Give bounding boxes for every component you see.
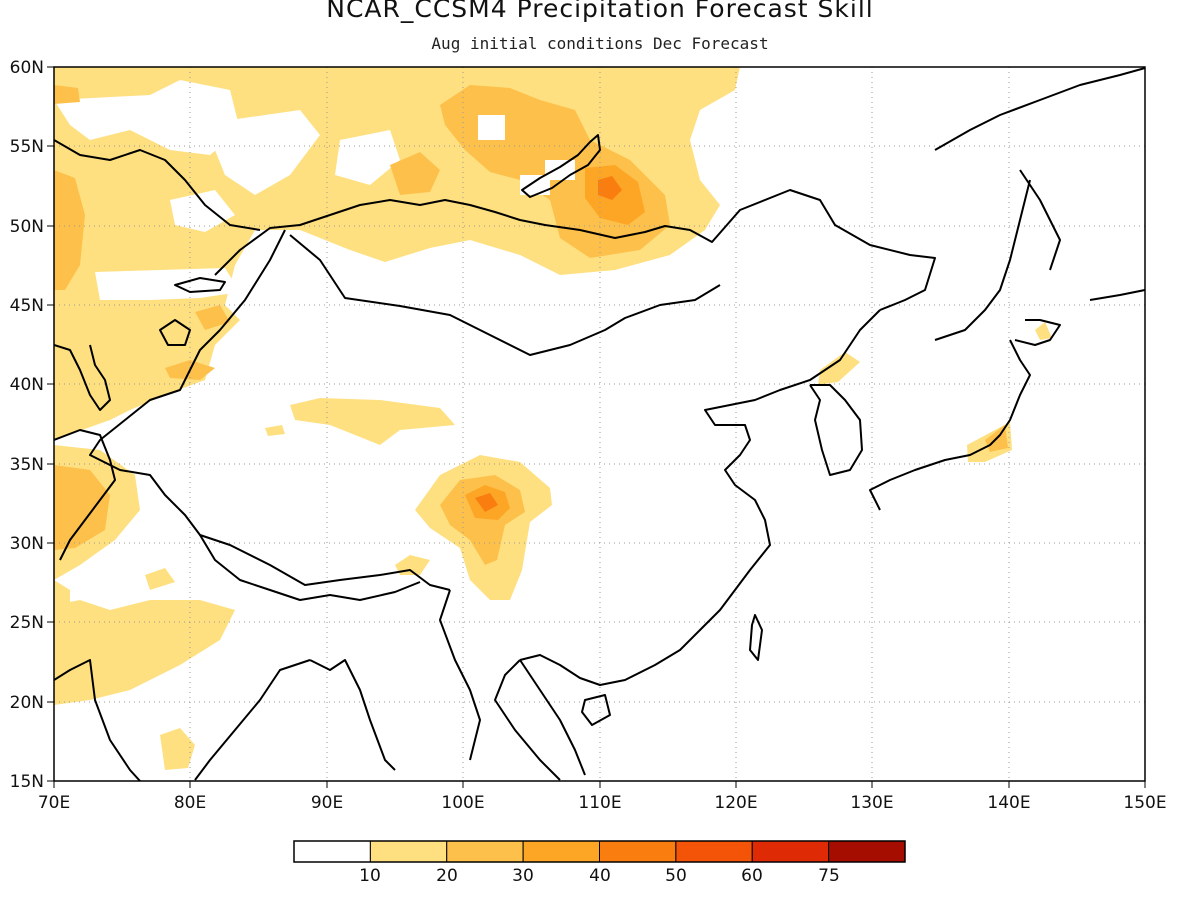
colorbar-swatch xyxy=(446,840,524,863)
x-label-70E: 70E xyxy=(38,793,70,813)
colorbar-label-20: 20 xyxy=(436,866,458,886)
skill-region-ocean-10b xyxy=(145,568,175,590)
figure-title: NCAR_CCSM4 Precipitation Forecast Skill xyxy=(326,0,874,23)
colorbar: 10 20 30 40 50 60 75 xyxy=(293,840,906,886)
x-label-130E: 130E xyxy=(850,793,893,813)
coast-west xyxy=(54,429,141,781)
coast-balkhash xyxy=(174,277,226,293)
skill-region-ocean-10a xyxy=(160,728,195,770)
colorbar-label-10: 10 xyxy=(359,866,381,886)
x-label-110E: 110E xyxy=(578,793,621,813)
skill-mask-1 xyxy=(478,115,505,140)
skill-region-tarim-10 xyxy=(290,398,455,445)
skill-region-west-20 xyxy=(54,170,85,290)
skill-region-tibet-40 xyxy=(475,493,498,512)
skill-shading xyxy=(54,67,1052,770)
skill-region-arabia-20 xyxy=(54,465,110,550)
border-himalaya xyxy=(199,534,421,601)
coast-japan-east xyxy=(1014,319,1061,346)
border-mongolia-south xyxy=(289,234,721,356)
coast-taiwan xyxy=(749,614,763,661)
lake-baikal xyxy=(521,134,601,198)
colorbar-swatch xyxy=(675,840,753,863)
y-label-20N: 20N xyxy=(10,693,44,713)
skill-region-korea-10 xyxy=(818,352,860,385)
x-axis-labels: 70E 80E 90E 100E 110E 120E 130E 140E 150… xyxy=(38,793,1167,813)
colorbar-swatch xyxy=(828,840,906,863)
coast-kamchatka xyxy=(1089,289,1145,301)
border-north xyxy=(214,189,936,311)
colorbar-label-40: 40 xyxy=(589,866,611,886)
x-label-80E: 80E xyxy=(174,793,206,813)
skill-gap-5 xyxy=(170,190,235,232)
coast-far-east xyxy=(934,67,1145,341)
coast-russia-west xyxy=(54,139,261,231)
y-label-55N: 55N xyxy=(10,137,44,157)
coast-korea xyxy=(809,384,863,476)
skill-region-northedge-20 xyxy=(54,85,80,104)
border-china-west xyxy=(89,229,451,591)
skill-region-small-2 xyxy=(395,555,430,575)
coast-caspian xyxy=(54,344,111,411)
skill-region-baikal-40 xyxy=(598,176,622,200)
colorbar-label-75: 75 xyxy=(818,866,840,886)
colorbar-label-30: 30 xyxy=(512,866,534,886)
y-label-45N: 45N xyxy=(10,296,44,316)
skill-region-india-10 xyxy=(54,600,235,705)
y-label-50N: 50N xyxy=(10,217,44,237)
y-label-30N: 30N xyxy=(10,534,44,554)
coast-india xyxy=(194,589,481,781)
colorbar-label-50: 50 xyxy=(665,866,687,886)
y-label-25N: 25N xyxy=(10,613,44,633)
boundaries xyxy=(54,67,1145,781)
coast-hainan xyxy=(581,694,611,726)
colorbar-swatch xyxy=(522,840,601,863)
y-label-15N: 15N xyxy=(10,772,44,792)
axis-ticks xyxy=(47,66,1146,788)
x-label-120E: 120E xyxy=(714,793,757,813)
skill-region-north-20b xyxy=(390,152,440,195)
y-label-60N: 60N xyxy=(10,58,44,78)
skill-mask-3 xyxy=(545,160,575,180)
coast-japan xyxy=(869,339,1031,511)
skill-gap-2 xyxy=(215,110,320,195)
colorbar-label-60: 60 xyxy=(741,866,763,886)
skill-region-hokkaido-10 xyxy=(1035,322,1052,340)
x-label-100E: 100E xyxy=(441,793,484,813)
figure-subtitle: Aug initial conditions Dec Forecast xyxy=(431,34,769,53)
x-label-150E: 150E xyxy=(1123,793,1166,813)
skill-region-aral-20 xyxy=(195,305,230,330)
skill-region-small-1 xyxy=(265,425,285,436)
colorbar-swatch xyxy=(293,840,371,863)
colorbar-swatch xyxy=(599,840,677,863)
colorbar-swatch xyxy=(751,840,830,863)
x-label-140E: 140E xyxy=(987,793,1030,813)
colorbar-swatch xyxy=(369,840,448,863)
skill-region-arabia-south-10 xyxy=(54,580,70,640)
coast-indochina xyxy=(494,659,586,781)
skill-mask-2 xyxy=(520,175,550,195)
coast-aral xyxy=(159,319,191,346)
x-label-90E: 90E xyxy=(311,793,343,813)
y-label-35N: 35N xyxy=(10,455,44,475)
colorbar-labels: 10 20 30 40 50 60 75 xyxy=(359,866,840,886)
coast-china-east xyxy=(519,309,881,686)
colorbar-swatches xyxy=(293,840,906,863)
skill-gap-1 xyxy=(54,80,240,155)
y-label-40N: 40N xyxy=(10,375,44,395)
colorbar-frame xyxy=(293,840,906,863)
skill-gap-3 xyxy=(335,130,400,185)
y-axis-labels: 60N 55N 50N 45N 40N 35N 30N 25N 20N 15N xyxy=(10,58,44,792)
